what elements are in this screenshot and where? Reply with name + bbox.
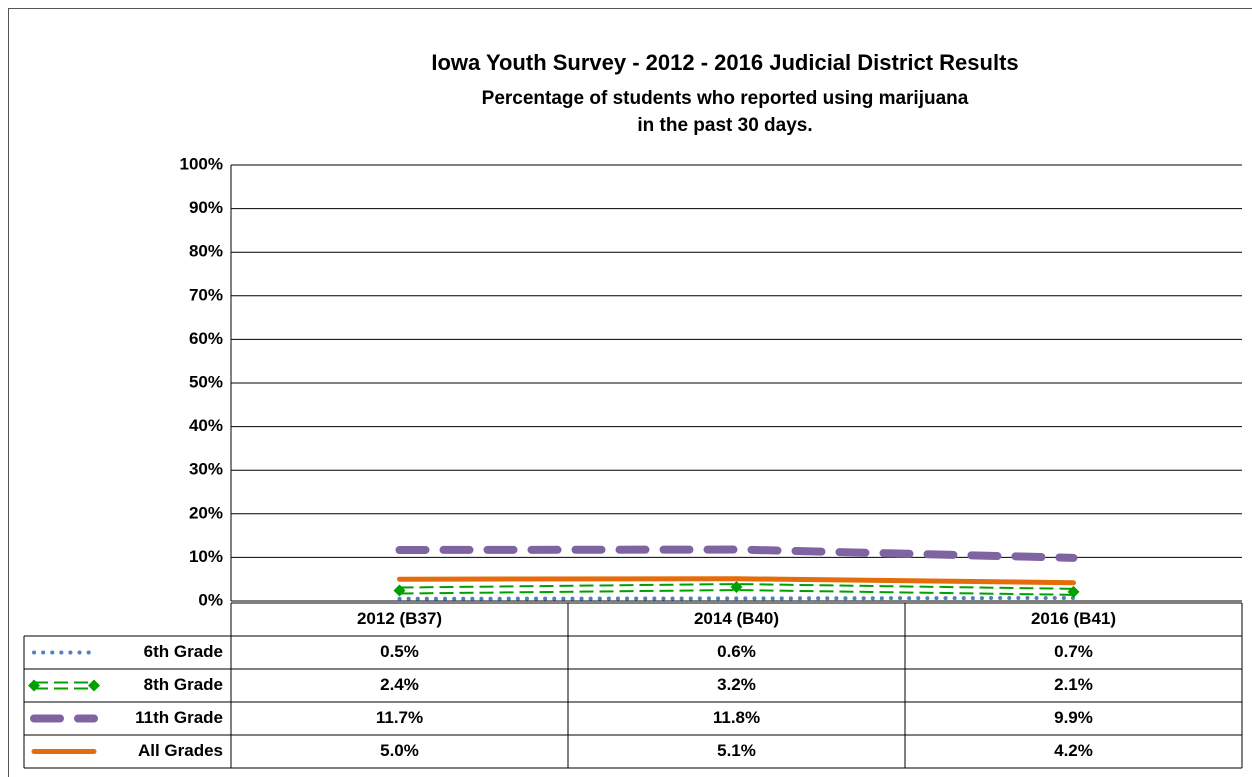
y-tick-label: 60% bbox=[189, 329, 223, 348]
series-line bbox=[399, 583, 1074, 590]
x-tick-label: 2012 (B37) bbox=[357, 609, 442, 628]
chart-frame bbox=[8, 8, 1252, 777]
legend-marker bbox=[88, 679, 100, 692]
y-tick-label: 0% bbox=[198, 590, 223, 609]
data-label: 5.1% bbox=[717, 741, 756, 760]
data-label: 4.2% bbox=[1054, 741, 1093, 760]
series-line bbox=[399, 589, 1074, 596]
series-marker bbox=[393, 584, 406, 597]
legend-marker bbox=[28, 679, 40, 692]
y-tick-label: 80% bbox=[189, 242, 223, 261]
data-label: 0.7% bbox=[1054, 642, 1093, 661]
data-label: 0.6% bbox=[717, 642, 756, 661]
y-tick-label: 50% bbox=[189, 372, 223, 391]
data-label: 5.0% bbox=[380, 741, 419, 760]
y-tick-label: 10% bbox=[189, 547, 223, 566]
y-tick-label: 90% bbox=[189, 198, 223, 217]
chart-subtitle: in the past 30 days. bbox=[637, 115, 812, 136]
x-tick-label: 2014 (B40) bbox=[694, 609, 779, 628]
y-tick-label: 100% bbox=[180, 154, 223, 173]
series-marker bbox=[1067, 585, 1080, 598]
legend-label: 6th Grade bbox=[144, 642, 223, 661]
chart-subtitle: Percentage of students who reported usin… bbox=[482, 88, 969, 109]
y-tick-label: 30% bbox=[189, 460, 223, 479]
legend-label: 8th Grade bbox=[144, 675, 223, 694]
series-line bbox=[395, 545, 1078, 562]
data-label: 9.9% bbox=[1054, 708, 1093, 727]
series-line bbox=[397, 576, 1076, 586]
data-label: 11.8% bbox=[713, 708, 760, 727]
legend-label: 11th Grade bbox=[135, 708, 223, 727]
legend-label: All Grades bbox=[138, 741, 223, 760]
y-tick-label: 70% bbox=[189, 285, 223, 304]
y-tick-label: 40% bbox=[189, 416, 223, 435]
chart-title: Iowa Youth Survey - 2012 - 2016 Judicial… bbox=[431, 50, 1018, 75]
data-label: 2.1% bbox=[1054, 675, 1093, 694]
series-line bbox=[397, 595, 1076, 601]
data-label: 3.2% bbox=[717, 675, 756, 694]
data-label: 2.4% bbox=[380, 675, 419, 694]
x-tick-label: 2016 (B41) bbox=[1031, 609, 1116, 628]
data-label: 11.7% bbox=[376, 708, 423, 727]
series-marker bbox=[730, 581, 743, 594]
y-tick-label: 20% bbox=[189, 503, 223, 522]
data-label: 0.5% bbox=[380, 642, 419, 661]
